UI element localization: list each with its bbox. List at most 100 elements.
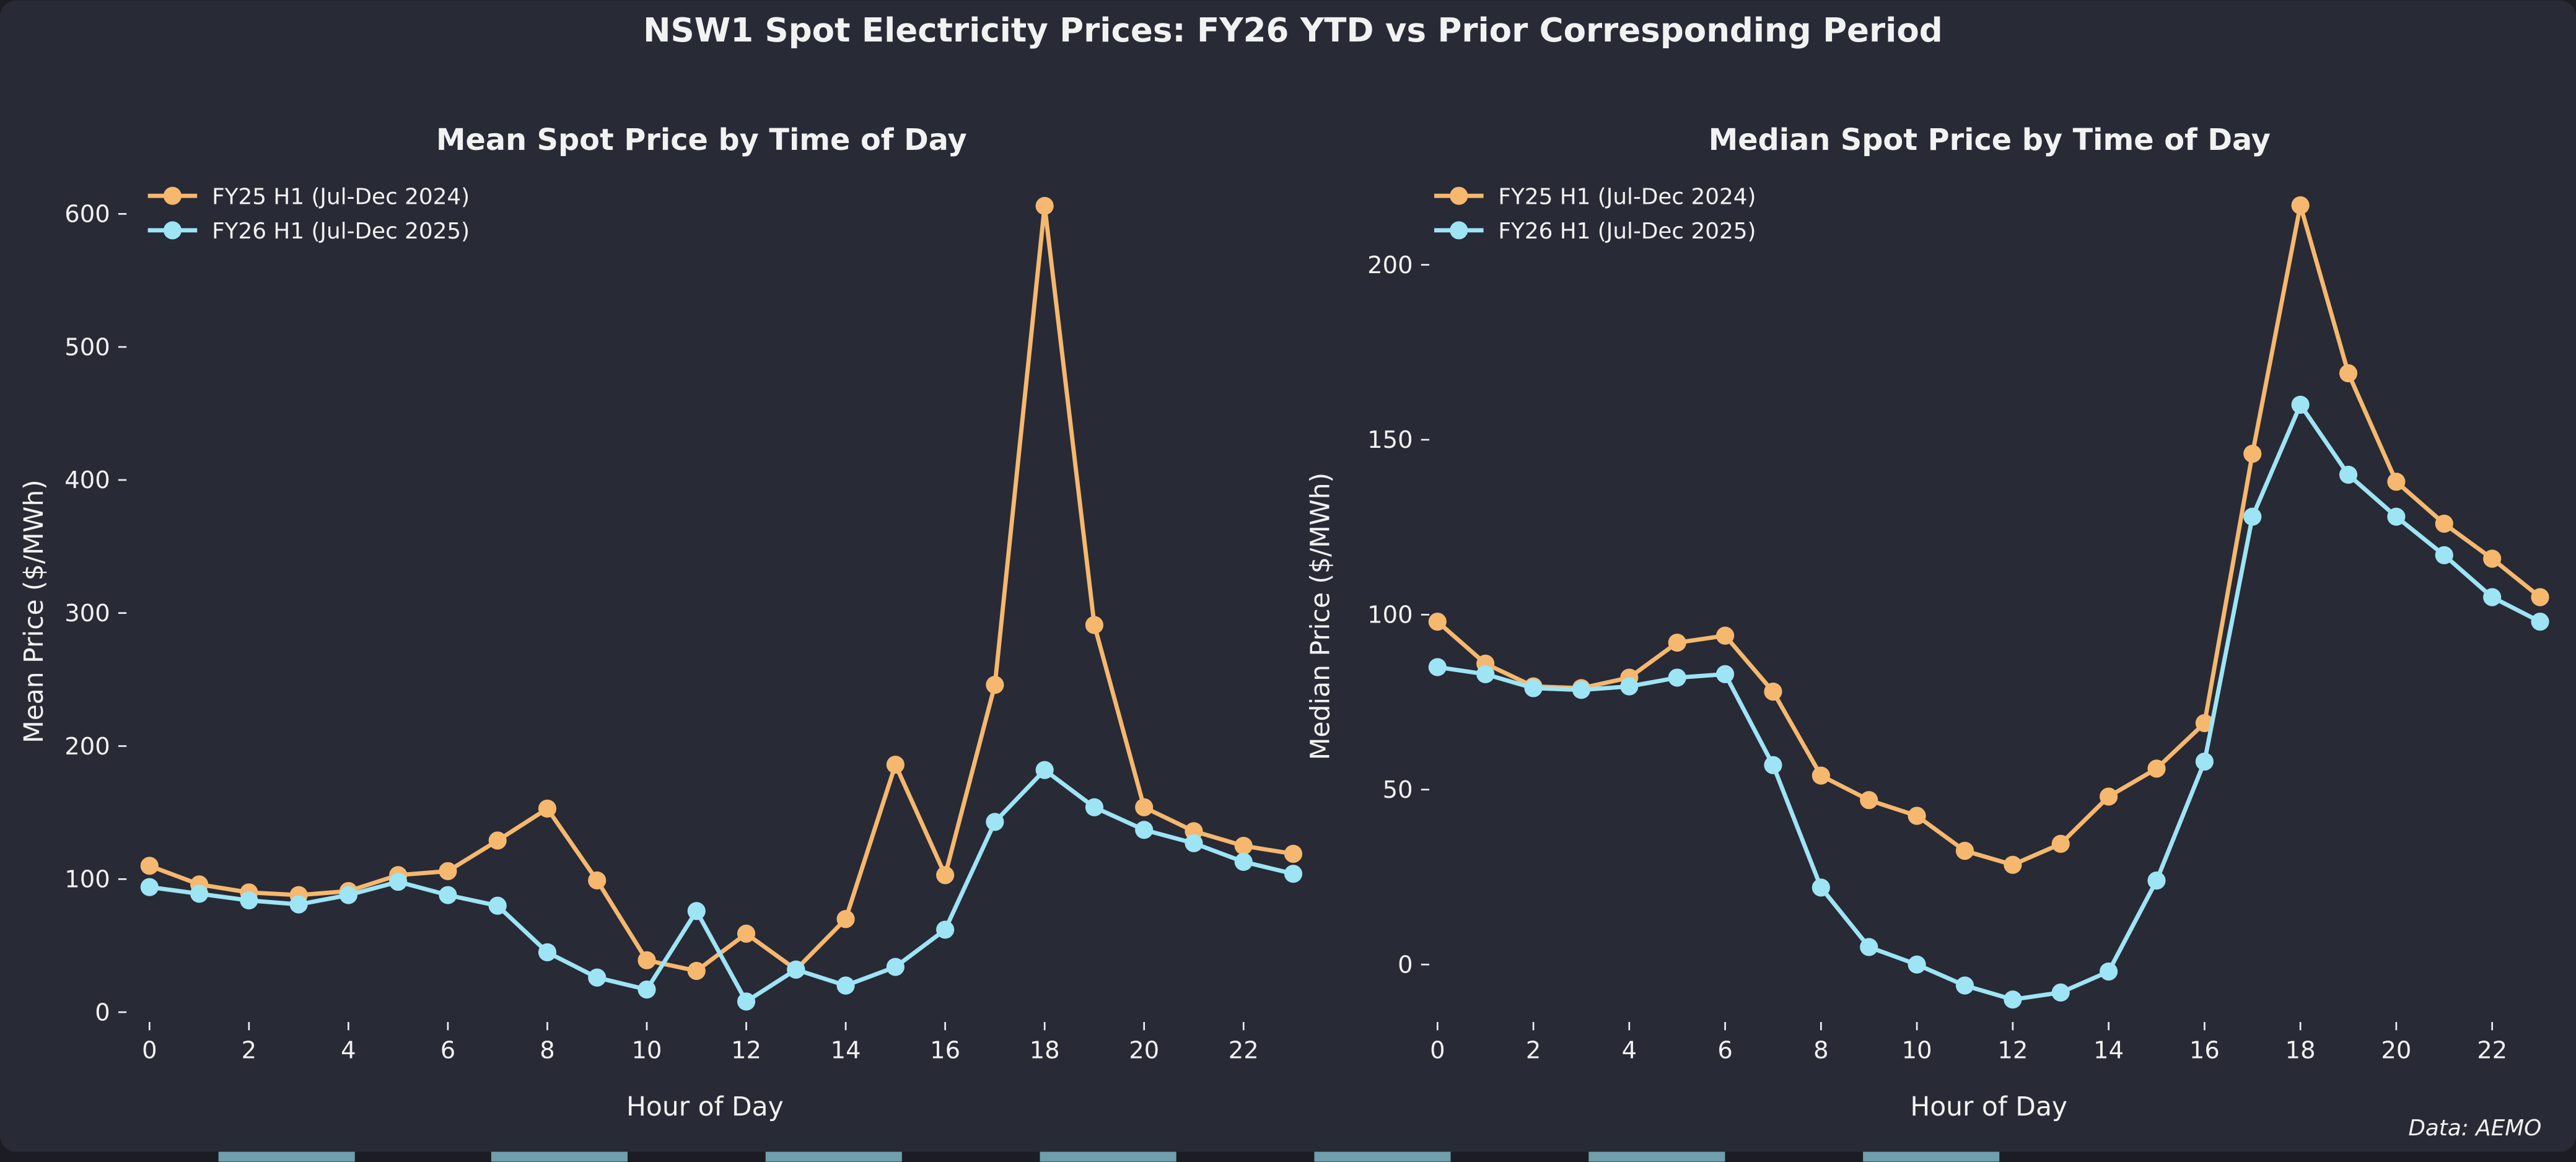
data-point (1524, 679, 1543, 697)
x-tick-label: 20 (2381, 1036, 2411, 1064)
y-tick-label: 400 (64, 466, 110, 494)
data-point (140, 878, 159, 896)
data-point (886, 755, 905, 774)
x-tick-label: 16 (930, 1036, 960, 1064)
legend-label: FY26 H1 (Jul-Dec 2025) (1498, 219, 1756, 244)
data-point (1716, 626, 1735, 645)
x-tick-label: 14 (831, 1036, 861, 1064)
data-point (2483, 588, 2502, 606)
data-point (439, 862, 457, 880)
legend-marker (163, 186, 182, 205)
data-point (240, 891, 258, 910)
y-tick-label: 500 (64, 333, 110, 361)
legend-marker (1450, 221, 1468, 240)
data-point (936, 866, 955, 885)
data-point (2291, 395, 2310, 414)
legend-marker (163, 221, 182, 240)
data-point (2435, 514, 2453, 533)
data-point (1620, 677, 1639, 696)
mean-price-panel: Mean Spot Price by Time of Day0100200300… (19, 123, 1303, 1122)
taskbar-tab (1040, 1151, 1176, 1162)
x-tick-label: 2 (1526, 1036, 1541, 1064)
data-point (2051, 834, 2070, 853)
data-point (737, 924, 756, 943)
data-point (1812, 878, 1830, 897)
legend-label: FY25 H1 (Jul-Dec 2024) (212, 184, 470, 209)
taskbar-tab (1314, 1151, 1451, 1162)
data-point (2195, 753, 2214, 771)
data-point (1284, 844, 1303, 863)
y-tick-label: 100 (64, 866, 110, 894)
y-tick-label: 200 (1367, 251, 1413, 279)
legend-entry: FY25 H1 (Jul-Dec 2024) (147, 184, 470, 209)
data-point (1908, 955, 1926, 974)
data-point (339, 886, 357, 904)
data-point (1908, 806, 1926, 825)
median-price-panel: Median Spot Price by Time of Day05010015… (1305, 123, 2549, 1122)
x-tick-label: 4 (1622, 1036, 1637, 1064)
y-tick-label: 600 (64, 201, 110, 229)
data-point (1135, 798, 1154, 816)
data-point (439, 886, 457, 904)
data-point (836, 976, 855, 995)
data-point (1860, 938, 1878, 956)
data-point (488, 896, 507, 915)
y-tick-label: 200 (64, 733, 110, 761)
x-tick-label: 2 (242, 1036, 256, 1064)
x-tick-label: 20 (1129, 1036, 1159, 1064)
x-tick-label: 18 (1030, 1036, 1060, 1064)
data-point (2100, 787, 2118, 806)
taskbar-tab (1588, 1151, 1725, 1162)
y-axis-label: Median Price ($/MWh) (1305, 473, 1336, 760)
data-point (2339, 364, 2358, 383)
x-tick-label: 6 (440, 1036, 455, 1064)
x-tick-label: 22 (1229, 1036, 1259, 1064)
legend-label: FY26 H1 (Jul-Dec 2025) (212, 219, 470, 244)
x-tick-label: 22 (2477, 1036, 2507, 1064)
data-point (289, 895, 308, 914)
data-point (2243, 444, 2262, 463)
x-tick-label: 4 (341, 1036, 356, 1064)
data-point (1764, 683, 1782, 701)
data-point (1572, 681, 1591, 699)
data-point (2531, 588, 2549, 606)
x-axis-label: Hour of Day (626, 1092, 784, 1122)
data-point (1764, 756, 1782, 774)
taskbar-tab (1863, 1151, 2000, 1162)
data-point (886, 958, 905, 976)
y-tick-label: 100 (1367, 601, 1413, 629)
data-point (1955, 842, 1974, 860)
chart-title: Median Spot Price by Time of Day (1709, 123, 2271, 157)
x-tick-label: 16 (2189, 1036, 2220, 1064)
data-point (2147, 872, 2166, 890)
data-point (1185, 834, 1203, 852)
x-tick-label: 14 (2093, 1036, 2124, 1064)
data-point (2147, 759, 2166, 778)
data-point (936, 920, 955, 939)
data-point (637, 951, 656, 969)
data-point (1284, 865, 1303, 883)
data-point (637, 980, 656, 999)
x-tick-label: 6 (1717, 1036, 1732, 1064)
source-note: Data: AEMO (2408, 1116, 2541, 1141)
data-point (986, 676, 1004, 694)
figure-title: NSW1 Spot Electricity Prices: FY26 YTD v… (643, 11, 1943, 50)
x-tick-label: 10 (1902, 1036, 1932, 1064)
data-point (787, 960, 805, 979)
taskbar (0, 1150, 2576, 1162)
data-point (140, 857, 159, 875)
data-point (2004, 855, 2022, 874)
data-point (1716, 665, 1735, 683)
data-point (588, 871, 607, 890)
data-point (2483, 549, 2502, 568)
data-point (538, 799, 557, 818)
data-point (1860, 791, 1878, 810)
x-tick-label: 0 (142, 1036, 157, 1064)
data-point (737, 992, 756, 1011)
data-point (588, 968, 607, 987)
data-point (2004, 990, 2022, 1009)
data-point (1668, 633, 1686, 652)
x-tick-label: 12 (1997, 1036, 2028, 1064)
